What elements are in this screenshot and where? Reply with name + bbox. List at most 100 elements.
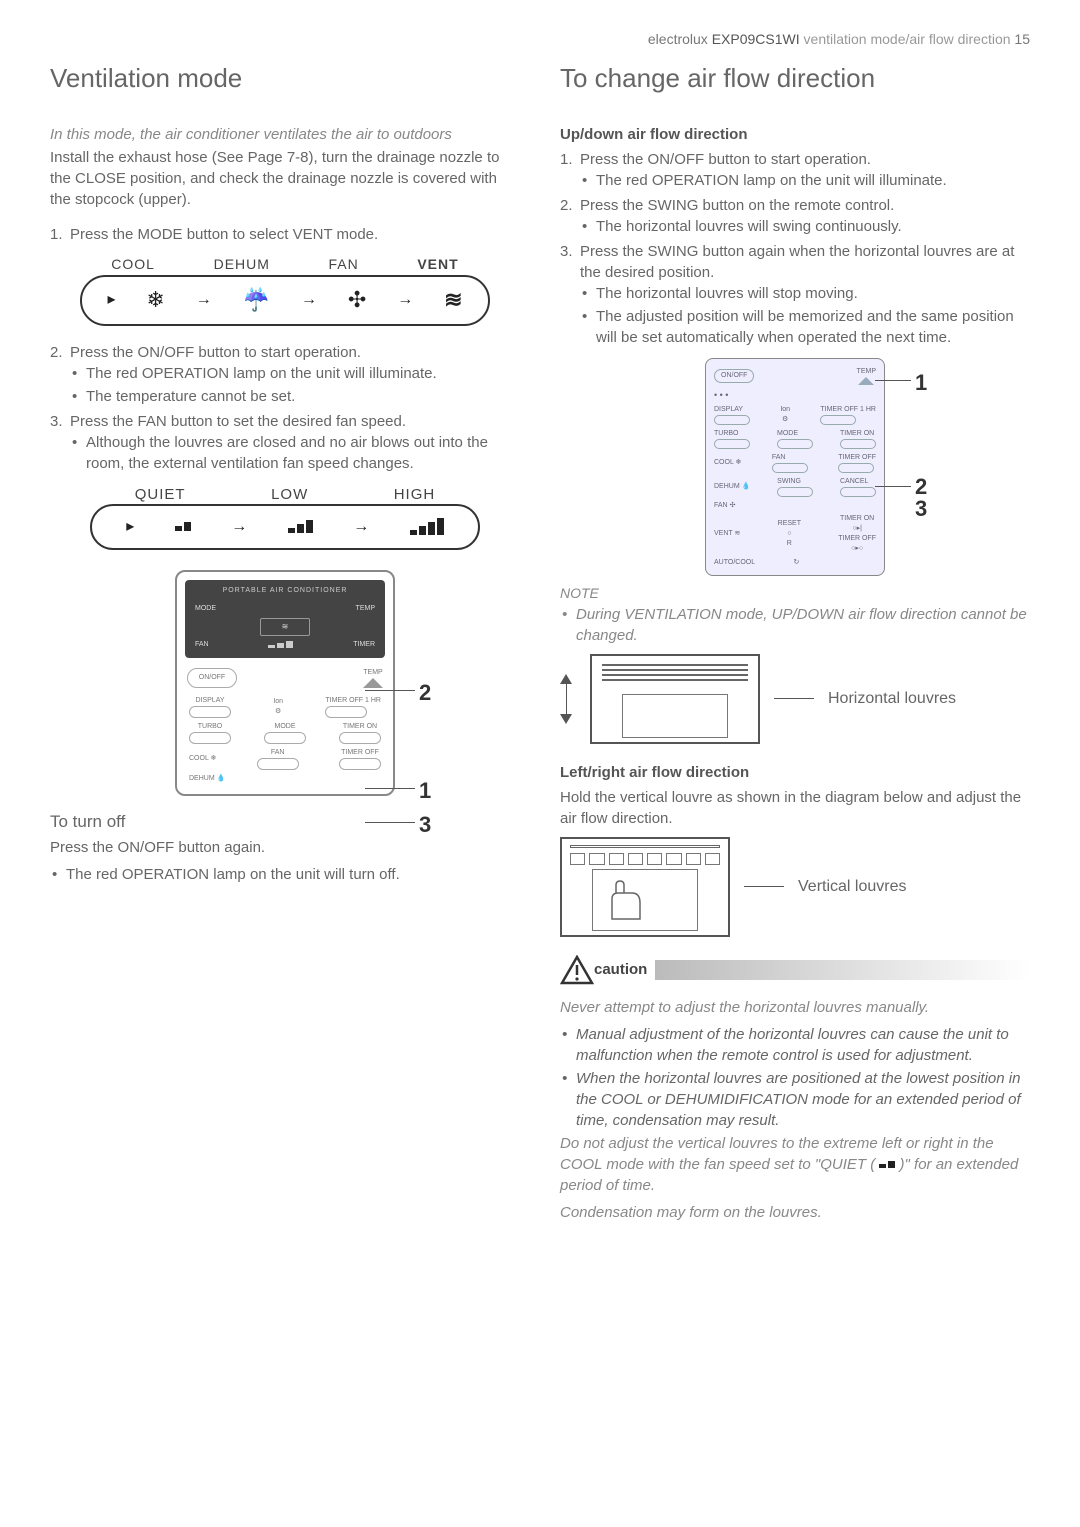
mode-chain-diagram: COOL DEHUM FAN VENT ▸ ❄ → ☔ → ✣ → ≋ — [80, 275, 490, 326]
brand: electrolux — [648, 31, 708, 47]
turnoff-bullets: The red OPERATION lamp on the unit will … — [50, 864, 520, 885]
bars-quiet-icon — [175, 522, 191, 531]
header-section: ventilation mode/air flow direction — [804, 31, 1011, 47]
turnoff-title: To turn off — [50, 810, 520, 834]
horizontal-louvre-diagram: Horizontal louvres — [560, 654, 1030, 744]
caution-b2: When the horizontal louvres are position… — [560, 1068, 1030, 1131]
model: EXP09CS1WI — [712, 31, 800, 47]
bars-low-icon — [288, 520, 313, 533]
louvre-image-vertical — [560, 837, 730, 937]
mode-label-vent: VENT — [417, 255, 458, 275]
callout-line — [875, 486, 911, 487]
callout-3: 3 — [419, 810, 431, 841]
fan-chain-diagram: QUIET LOW HIGH ▸ → → — [90, 504, 480, 550]
remote-button-row: DISPLAY Ion⚙ TIMER OFF 1 HR — [185, 694, 385, 720]
horiz-louvre-label: Horizontal louvres — [828, 688, 956, 710]
onoff-button: ON/OFF — [187, 668, 237, 688]
callout-3: 3 — [915, 494, 927, 525]
quiet-bars-icon — [879, 1161, 895, 1168]
remote-screen-title: PORTABLE AIR CONDITIONER — [191, 586, 379, 596]
updown-title: Up/down air flow direction — [560, 124, 1030, 145]
fan-labels: QUIET LOW HIGH — [92, 484, 478, 505]
remote-diagram-right: ON/OFF TEMP • • • DISPLAY Ion⚙ TIMER OFF… — [665, 358, 925, 576]
vent-icon: ≋ — [444, 285, 462, 316]
temp-up-icon — [363, 678, 383, 688]
temp-triangles: TEMP — [363, 668, 383, 689]
fan-icon: ✣ — [348, 285, 366, 316]
note-label: NOTE — [560, 584, 1030, 604]
fan-label-low: LOW — [271, 484, 308, 505]
caution-p3: Condensation may form on the louvres. — [560, 1202, 1030, 1223]
updown-arrow-icon — [560, 674, 572, 724]
left-step2-b1: The red OPERATION lamp on the unit will … — [70, 363, 520, 384]
caution-label: caution — [594, 959, 647, 980]
lr-title: Left/right air flow direction — [560, 762, 1030, 783]
left-step-3: 3.Press the FAN button to set the desire… — [50, 411, 520, 474]
arrow-icon: → — [397, 289, 413, 311]
note-bullets: During VENTILATION mode, UP/DOWN air flo… — [560, 604, 1030, 646]
cool-icon: ❄ — [146, 285, 164, 316]
arrow-icon: → — [353, 516, 369, 538]
vert-louvre-label: Vertical louvres — [798, 876, 907, 898]
bars-high-icon — [410, 518, 444, 535]
remote-screen: PORTABLE AIR CONDITIONER MODETEMP ≋ FAN … — [185, 580, 385, 657]
remote-display-icon: ≋ — [260, 618, 310, 636]
callout-1: 1 — [915, 368, 927, 399]
page-header: electrolux EXP09CS1WI ventilation mode/a… — [50, 30, 1030, 50]
r-s2-b1: The horizontal louvres will swing contin… — [580, 216, 1030, 237]
two-column-layout: Ventilation mode In this mode, the air c… — [50, 60, 1030, 1229]
arrow-icon: ▸ — [126, 516, 134, 538]
caution-header: caution — [560, 955, 1030, 985]
callout-line — [365, 822, 415, 823]
bars-icon — [268, 641, 293, 648]
remote-button-row3: COOL ❄ FAN TIMER OFF — [185, 746, 385, 772]
hand-icon — [602, 879, 652, 929]
left-step3-b1: Although the louvres are closed and no a… — [70, 432, 520, 474]
connector-line — [774, 698, 814, 699]
callout-line — [365, 690, 415, 691]
callout-line — [365, 788, 415, 789]
r-s1-b1: The red OPERATION lamp on the unit will … — [580, 170, 1030, 191]
arrow-icon: → — [301, 289, 317, 311]
remote-diagram-left: PORTABLE AIR CONDITIONER MODETEMP ≋ FAN … — [175, 570, 395, 795]
arrow-icon: → — [196, 289, 212, 311]
callout-2: 2 — [419, 678, 431, 709]
callout-1: 1 — [419, 776, 431, 807]
left-intro2: Install the exhaust hose (See Page 7-8),… — [50, 147, 520, 210]
r-s3-b2: The adjusted position will be memorized … — [580, 306, 1030, 348]
left-steps-2: 2.Press the ON/OFF button to start opera… — [50, 342, 520, 474]
louvre-image — [590, 654, 760, 744]
caution-gradient — [655, 960, 1030, 980]
left-title: Ventilation mode — [50, 60, 520, 96]
callout-line — [875, 380, 911, 381]
left-step-2: 2.Press the ON/OFF button to start opera… — [50, 342, 520, 407]
mode-label-cool: COOL — [111, 255, 155, 275]
turnoff-b1: The red OPERATION lamp on the unit will … — [50, 864, 520, 885]
remote-sm-outline: ON/OFF TEMP • • • DISPLAY Ion⚙ TIMER OFF… — [705, 358, 885, 576]
right-step-1: 1.Press the ON/OFF button to start opera… — [560, 149, 1030, 191]
right-step-2: 2.Press the SWING button on the remote c… — [560, 195, 1030, 237]
mode-labels: COOL DEHUM FAN VENT — [82, 255, 488, 275]
fan-label-quiet: QUIET — [135, 484, 186, 505]
right-steps: 1.Press the ON/OFF button to start opera… — [560, 149, 1030, 348]
lr-text: Hold the vertical louvre as shown in the… — [560, 787, 1030, 829]
turnoff-text: Press the ON/OFF button again. — [50, 837, 520, 858]
right-title: To change air flow direction — [560, 60, 1030, 96]
remote-top-row: ON/OFF TEMP — [185, 664, 385, 695]
right-column: To change air flow direction Up/down air… — [560, 60, 1030, 1229]
fan-label-high: HIGH — [394, 484, 436, 505]
dehum-icon: ☔ — [243, 285, 270, 316]
vertical-louvre-diagram: Vertical louvres — [560, 837, 1030, 937]
left-column: Ventilation mode In this mode, the air c… — [50, 60, 520, 1229]
left-step2-b2: The temperature cannot be set. — [70, 386, 520, 407]
arrow-icon: ▸ — [107, 289, 115, 311]
caution-p2: Do not adjust the vertical louvres to th… — [560, 1133, 1030, 1196]
connector-line — [744, 886, 784, 887]
arrow-icon: → — [231, 516, 247, 538]
left-steps: 1.Press the MODE button to select VENT m… — [50, 224, 520, 245]
r-s3-b1: The horizontal louvres will stop moving. — [580, 283, 1030, 304]
remote-button-row4: DEHUM 💧 — [185, 772, 385, 786]
page-number: 15 — [1014, 31, 1030, 47]
right-step-3: 3.Press the SWING button again when the … — [560, 241, 1030, 348]
mode-label-fan: FAN — [329, 255, 359, 275]
